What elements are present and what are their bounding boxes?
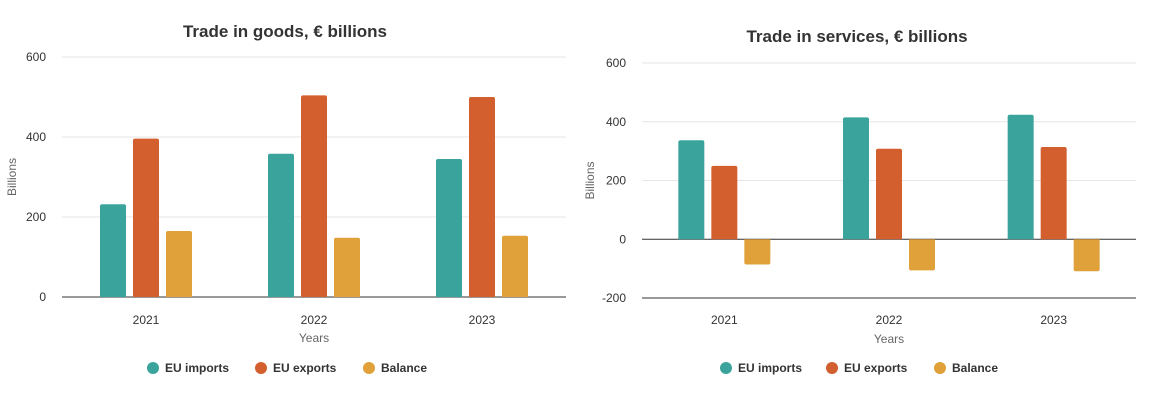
goods-bar-balance-2022[interactable] [334,237,360,297]
goods-legend-item-balance[interactable]: Balance [363,361,427,375]
services-legend-swatch [826,362,838,374]
services-x-tick-label: 2023 [1040,313,1067,327]
services-bar-eu_exports-2023[interactable] [1040,147,1067,240]
goods-y-tick-label: 600 [26,50,46,64]
services-x-tick-label: 2022 [876,313,903,327]
goods-legend-swatch [147,362,159,374]
services-x-tick-label: 2021 [711,313,738,327]
services-y-tick-label: 400 [606,115,626,129]
goods-chart-title: Trade in goods, € billions [183,22,387,41]
services-y-axis-title: Billions [583,161,597,199]
goods-legend-item-eu_imports[interactable]: EU imports [147,361,229,375]
goods-bar-eu_exports-2022[interactable] [301,95,327,298]
goods-legend-label: Balance [381,361,427,375]
goods-x-tick-label: 2022 [301,313,328,327]
goods-legend-label: EU exports [273,361,337,375]
goods-legend-label: EU imports [165,361,229,375]
goods-bar-eu_imports-2023[interactable] [436,159,462,297]
services-bar-balance-2021[interactable] [744,239,771,265]
services-y-tick-label: 0 [619,232,626,246]
services-bar-balance-2023[interactable] [1073,239,1100,272]
services-bar-eu_imports-2021[interactable] [678,140,705,240]
services-legend-swatch [934,362,946,374]
goods-bar-eu_exports-2021[interactable] [133,138,159,297]
services-chart-svg: Trade in services, € billions -200 0 200 400… [583,27,1136,375]
services-bar-eu_imports-2023[interactable] [1007,114,1034,240]
services-y-tick-label: 600 [606,56,626,70]
services-legend-label: EU imports [738,361,802,375]
goods-bar-eu_imports-2021[interactable] [100,204,126,297]
services-x-axis-title: Years [874,332,904,346]
services-y-tick-label: -200 [602,291,626,305]
services-legend-item-balance[interactable]: Balance [934,361,998,375]
goods-bar-balance-2021[interactable] [166,231,192,297]
services-y-tick-label: 200 [606,174,626,188]
services-bar-eu_exports-2021[interactable] [711,165,738,240]
services-legend-swatch [720,362,732,374]
services-bar-eu_imports-2022[interactable] [843,117,869,240]
goods-y-tick-label: 0 [39,290,46,304]
services-legend-label: EU exports [844,361,908,375]
goods-y-tick-label: 200 [26,210,46,224]
goods-y-axis-title: Billions [5,158,19,196]
goods-chart: Trade in goods, € billions 0 200 400 600 Bill… [0,0,575,419]
goods-x-axis-title: Years [299,331,329,345]
services-chart: Trade in services, € billions -200 0 200 400… [578,0,1165,419]
goods-legend-swatch [255,362,267,374]
goods-legend-swatch [363,362,375,374]
goods-x-tick-label: 2021 [133,313,160,327]
services-legend-item-eu_imports[interactable]: EU imports [720,361,802,375]
services-bar-eu_exports-2022[interactable] [876,148,902,240]
goods-bar-eu_exports-2023[interactable] [469,97,495,297]
services-legend-item-eu_exports[interactable]: EU exports [826,361,908,375]
goods-chart-svg: Trade in goods, € billions 0 200 400 600 Bill… [5,22,566,375]
services-chart-title: Trade in services, € billions [746,27,967,46]
goods-y-tick-label: 400 [26,130,46,144]
goods-legend-item-eu_exports[interactable]: EU exports [255,361,337,375]
services-legend-label: Balance [952,361,998,375]
goods-bar-balance-2023[interactable] [502,235,528,297]
goods-x-tick-label: 2023 [469,313,496,327]
services-bar-balance-2022[interactable] [909,239,935,271]
goods-bar-eu_imports-2022[interactable] [268,153,294,297]
